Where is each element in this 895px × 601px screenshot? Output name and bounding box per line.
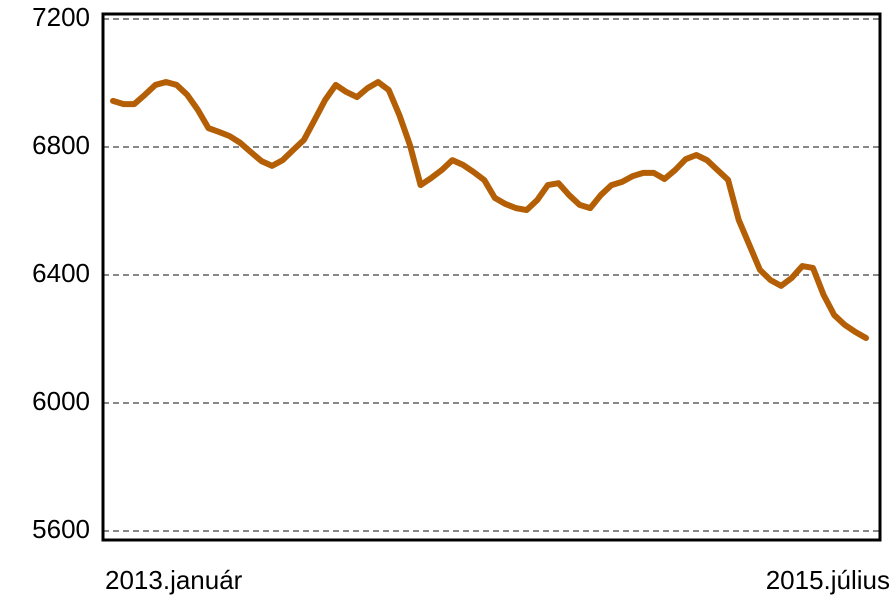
data-line: [110, 79, 869, 342]
x-tick-label: 2015.július: [766, 565, 890, 595]
y-tick-label: 6400: [32, 258, 90, 288]
plot-frame: [101, 12, 882, 542]
y-tick-label: 5600: [32, 514, 90, 544]
y-tick-label: 7200: [32, 2, 90, 32]
y-tick-label: 6800: [32, 130, 90, 160]
y-tick-label: 6000: [32, 386, 90, 416]
x-tick-label: 2013.január: [105, 565, 243, 595]
